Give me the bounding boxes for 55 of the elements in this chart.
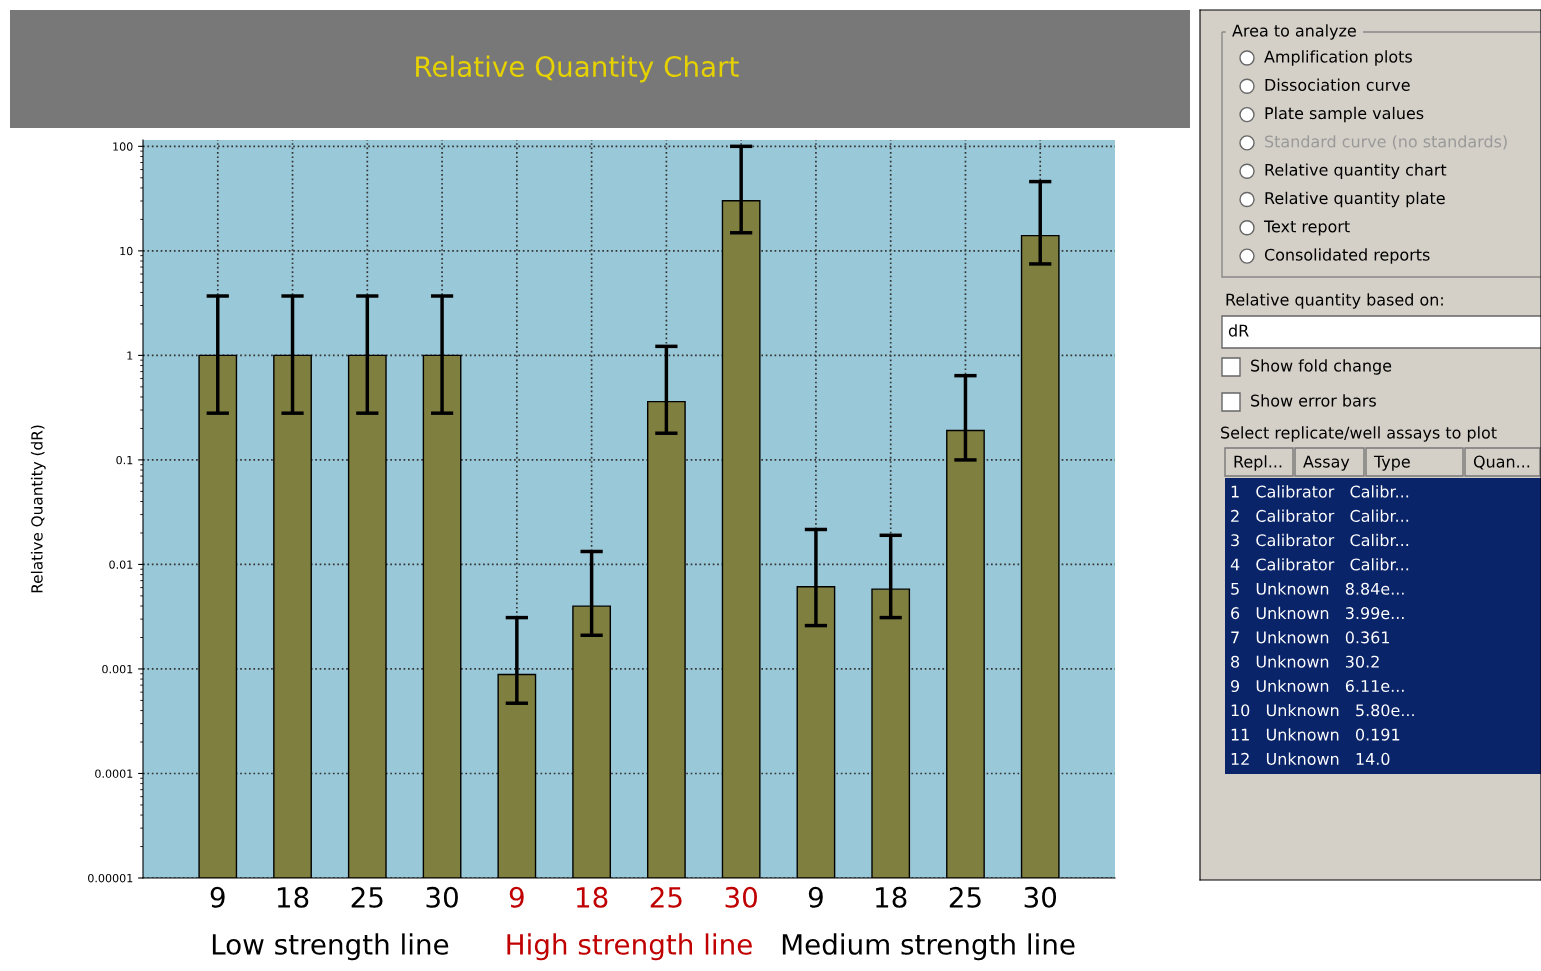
x-tick-label: 30 bbox=[1024, 886, 1057, 908]
x-tick-label: 25 bbox=[650, 886, 682, 908]
text: Standard curve (no standards) bbox=[1265, 135, 1507, 150]
text: Consolidated reports bbox=[1264, 248, 1430, 264]
text: Show fold change bbox=[1251, 359, 1392, 375]
text: Relative quantity plate bbox=[1265, 191, 1445, 208]
text: 12 Unknown 14.0 bbox=[1231, 752, 1390, 765]
text: Relative quantity chart bbox=[1265, 163, 1447, 179]
text: Dissociation curve bbox=[1265, 78, 1410, 91]
x-tick-label: 30 bbox=[426, 886, 458, 908]
x-tick-label: 25 bbox=[351, 886, 383, 908]
y-tick-label: 0.0001 bbox=[95, 769, 133, 778]
text: 6 Unknown 3.99e... bbox=[1231, 606, 1404, 620]
text: Type bbox=[1373, 455, 1410, 471]
text: 9 Unknown 6.11e... bbox=[1231, 679, 1404, 693]
text: Relative quantity based on: bbox=[1226, 293, 1443, 309]
y-tick-label: 100 bbox=[113, 142, 133, 151]
y-tick-label: 1 bbox=[127, 351, 133, 360]
text: 3 Calibrator Calibr... bbox=[1231, 533, 1409, 547]
text: Plate sample values bbox=[1265, 106, 1424, 123]
x-tick-label: 9 bbox=[808, 886, 823, 908]
text: dR bbox=[1228, 324, 1249, 337]
y-tick-label: 0.001 bbox=[102, 664, 133, 674]
text: Medium strength line bbox=[782, 933, 1075, 961]
text: Area to analyze bbox=[1232, 24, 1356, 40]
x-tick-label: 30 bbox=[725, 886, 757, 908]
text: High strength line bbox=[507, 933, 752, 961]
text: Repl... bbox=[1234, 455, 1282, 471]
y-tick-label: 0.00001 bbox=[88, 873, 133, 883]
text: Text report bbox=[1263, 220, 1350, 236]
x-tick-label: 18 bbox=[576, 886, 608, 908]
x-tick-label: 18 bbox=[277, 886, 309, 908]
x-tick-label: 25 bbox=[949, 886, 981, 908]
x-tick-label: 9 bbox=[509, 886, 524, 908]
text: 2 Calibrator Calibr... bbox=[1231, 509, 1409, 522]
chart-title: Relative Quantity Chart bbox=[416, 55, 739, 83]
text: 8 Unknown 30.2 bbox=[1231, 655, 1379, 668]
text: 1 Calibrator Calibr... bbox=[1231, 485, 1409, 498]
text: 4 Calibrator Calibr... bbox=[1230, 558, 1409, 571]
text: Low strength line bbox=[212, 933, 449, 961]
text: 7 Unknown 0.361 bbox=[1231, 631, 1390, 644]
text: 5 Unknown 8.84e... bbox=[1231, 582, 1404, 595]
text: Assay bbox=[1303, 455, 1350, 471]
text: Amplification plots bbox=[1264, 50, 1412, 66]
text: 10 Unknown 5.80e... bbox=[1231, 703, 1414, 717]
x-tick-label: 9 bbox=[210, 886, 225, 908]
text: Quan... bbox=[1473, 455, 1530, 470]
y-axis-title: Relative Quantity (dR) bbox=[30, 425, 46, 593]
text: Select replicate/well assays to plot bbox=[1221, 426, 1497, 442]
text: Show error bars bbox=[1251, 394, 1376, 407]
text: 11 Unknown 0.191 bbox=[1231, 728, 1400, 741]
x-tick-label: 18 bbox=[876, 886, 907, 908]
y-tick-label: 10 bbox=[120, 246, 133, 256]
y-tick-label: 0.01 bbox=[109, 560, 133, 569]
y-tick-label: 0.1 bbox=[116, 455, 133, 465]
